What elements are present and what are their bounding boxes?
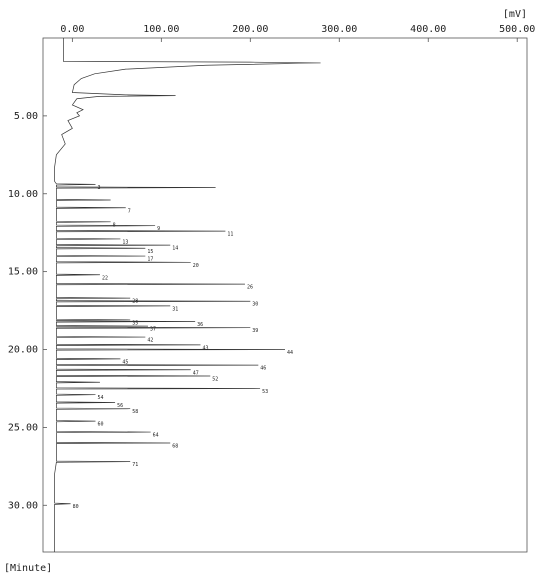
- time-tick-label: 15.00: [8, 267, 38, 278]
- peak-label: 20: [193, 263, 199, 269]
- peak-label: 28: [132, 299, 138, 305]
- mv-tick-label: 0.00: [60, 24, 84, 35]
- peak-label: 54: [97, 395, 103, 401]
- time-tick-label: 30.00: [8, 500, 38, 511]
- peak-label: 39: [252, 328, 258, 334]
- peak-label: 56: [117, 403, 123, 409]
- chromatogram-trace: [54, 38, 321, 552]
- time-axis-label: [Minute]: [4, 563, 52, 574]
- mv-tick-label: 400.00: [410, 24, 446, 35]
- mv-tick-label: 100.00: [143, 24, 179, 35]
- peak-label: 22: [102, 275, 108, 281]
- plot-frame: [42, 37, 528, 553]
- peak-label: 31: [172, 306, 178, 312]
- peak-label: 53: [262, 389, 268, 395]
- mv-tick-label: 300.00: [321, 24, 357, 35]
- peak-label: 17: [147, 257, 153, 263]
- mv-tick-label: 500.00: [499, 24, 535, 35]
- peak-label: 45: [122, 359, 128, 365]
- peak-label: 36: [197, 322, 203, 328]
- time-tick-label: 5.00: [14, 111, 38, 122]
- value-axis-label: [mV]: [503, 9, 527, 20]
- peak-label: 14: [172, 246, 178, 252]
- mv-tick-label: 200.00: [232, 24, 268, 35]
- peak-label: 11: [227, 232, 233, 238]
- peak-label: 13: [122, 239, 128, 245]
- peak-label: 43: [202, 345, 208, 351]
- peak-label: 30: [252, 302, 258, 308]
- peak-label: 47: [193, 370, 199, 376]
- peak-label: 60: [97, 422, 103, 428]
- peak-label: 42: [147, 338, 153, 344]
- peak-label: 35: [132, 320, 138, 326]
- peak-label: 44: [287, 350, 293, 356]
- peak-label: 15: [147, 249, 153, 255]
- peak-label: 71: [132, 462, 138, 468]
- peak-label: 52: [212, 376, 218, 382]
- peak-label: 37: [150, 327, 156, 333]
- peak-label: 64: [153, 433, 159, 439]
- peak-label: 80: [73, 504, 79, 510]
- peak-label: 8: [113, 222, 116, 228]
- peak-label: 46: [260, 366, 266, 372]
- peak-label: 7: [128, 208, 131, 214]
- peak-label: 58: [132, 409, 138, 415]
- time-tick-label: 25.00: [8, 422, 38, 433]
- peak-label: 68: [172, 443, 178, 449]
- time-tick-label: 20.00: [8, 345, 38, 356]
- peak-label: 3: [97, 185, 100, 191]
- time-tick-label: 10.00: [8, 189, 38, 200]
- peak-label: 9: [157, 226, 160, 232]
- peak-label: 26: [247, 285, 253, 291]
